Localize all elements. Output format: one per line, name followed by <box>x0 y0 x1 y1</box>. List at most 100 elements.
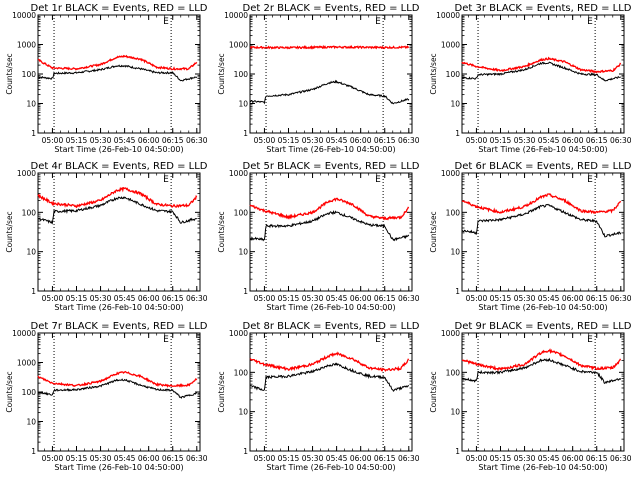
y-tick-label: 10 <box>450 408 460 417</box>
plot-frame <box>249 172 413 292</box>
x-tick-label: 05:30 <box>302 294 324 303</box>
x-tick-label: 05:00 <box>466 454 488 463</box>
y-axis-label: Counts/sec <box>5 53 14 94</box>
x-tick-label: 05:30 <box>302 136 324 145</box>
y-tick-label: 10 <box>26 248 36 257</box>
x-tick-label: 06:15 <box>586 294 608 303</box>
x-tick-label: 05:45 <box>114 294 136 303</box>
series-events-line <box>249 210 410 242</box>
attenuator-flag: E <box>587 17 593 27</box>
y-axis-label: Counts/sec <box>217 53 226 94</box>
x-tick-label: 05:30 <box>302 454 324 463</box>
attenuator-flag: E <box>163 175 169 185</box>
x-tick-label: 06:15 <box>586 454 608 463</box>
x-tick-label: 06:30 <box>610 294 632 303</box>
x-axis-label: Start Time (26-Feb-10 04:50:00) <box>266 303 395 312</box>
x-axis-label: Start Time (26-Feb-10 04:50:00) <box>478 463 607 472</box>
detector-panel-3: Det 3r BLACK = Events, RED = LLD 1 10 100 10… <box>429 3 632 154</box>
y-tick-label: 1 <box>243 447 248 456</box>
panel-title: Det 3r BLACK = Events, RED = LLD <box>455 3 632 14</box>
x-tick-label: 05:15 <box>66 454 88 463</box>
y-axis-label: Counts/sec <box>5 211 14 252</box>
x-axis-label: Start Time (26-Feb-10 04:50:00) <box>478 303 607 312</box>
x-tick-label: 06:30 <box>610 454 632 463</box>
y-tick-label: 10 <box>450 100 460 109</box>
x-tick-label: 05:30 <box>90 294 112 303</box>
x-tick-label: 06:15 <box>162 136 184 145</box>
plot-frame <box>37 172 201 292</box>
y-tick-label: 1000 <box>441 329 460 338</box>
y-axis-label: Counts/sec <box>217 211 226 252</box>
x-tick-label: 05:30 <box>514 294 536 303</box>
y-tick-label: 1000 <box>17 169 36 178</box>
x-tick-label: 05:30 <box>90 136 112 145</box>
detector-panel-5: Det 5r BLACK = Events, RED = LLD 1 10 100 10… <box>217 161 420 312</box>
y-tick-label: 10 <box>238 100 248 109</box>
x-axis-label: Start Time (26-Feb-10 04:50:00) <box>54 303 183 312</box>
x-tick-label: 05:00 <box>42 454 64 463</box>
y-tick-label: 10 <box>238 408 248 417</box>
series-lld-line <box>461 56 622 74</box>
detector-panel-2: Det 2r BLACK = Events, RED = LLD 1 10 100 10… <box>217 3 420 154</box>
plot-frame <box>461 332 625 452</box>
y-axis-label: Counts/sec <box>5 371 14 412</box>
y-tick-label: 100 <box>234 368 249 377</box>
x-tick-label: 05:30 <box>90 454 112 463</box>
y-tick-label: 1000 <box>229 41 248 50</box>
attenuator-flag: E <box>587 175 593 185</box>
x-tick-label: 06:30 <box>398 454 420 463</box>
x-tick-label: 06:00 <box>350 454 372 463</box>
detector-panel-4: Det 4r BLACK = Events, RED = LLD 1 10 100 10… <box>5 161 208 312</box>
x-tick-label: 06:30 <box>186 454 208 463</box>
y-tick-label: 10000 <box>12 11 36 20</box>
plot-frame <box>37 14 201 134</box>
y-tick-label: 1000 <box>441 169 460 178</box>
x-tick-label: 06:00 <box>138 136 160 145</box>
y-tick-label: 10 <box>450 248 460 257</box>
x-tick-label: 05:30 <box>514 454 536 463</box>
x-tick-label: 06:00 <box>138 454 160 463</box>
y-tick-label: 100 <box>22 388 37 397</box>
x-tick-label: 05:30 <box>514 136 536 145</box>
series-events-line <box>461 61 622 82</box>
x-tick-label: 06:30 <box>186 136 208 145</box>
panel-title: Det 1r BLACK = Events, RED = LLD <box>31 3 208 14</box>
y-tick-label: 100 <box>234 70 249 79</box>
attenuator-flag: E <box>587 335 593 345</box>
x-tick-label: 05:00 <box>254 454 276 463</box>
y-tick-label: 10000 <box>436 11 460 20</box>
panel-title: Det 7r BLACK = Events, RED = LLD <box>31 321 208 332</box>
panel-title: Det 4r BLACK = Events, RED = LLD <box>31 161 208 172</box>
y-axis-label: Counts/sec <box>429 211 438 252</box>
y-tick-label: 1 <box>243 129 248 138</box>
y-tick-label: 100 <box>446 368 461 377</box>
x-tick-label: 05:45 <box>326 294 348 303</box>
y-tick-label: 1 <box>455 287 460 296</box>
series-lld-line <box>37 54 198 71</box>
y-axis-label: Counts/sec <box>217 371 226 412</box>
x-tick-label: 05:00 <box>254 294 276 303</box>
plot-frame <box>249 14 413 134</box>
attenuator-flag: E <box>375 335 381 345</box>
y-tick-label: 1000 <box>17 41 36 50</box>
y-tick-label: 10 <box>26 100 36 109</box>
y-axis-label: Counts/sec <box>429 53 438 94</box>
x-tick-label: 05:00 <box>466 136 488 145</box>
detector-panel-6: Det 6r BLACK = Events, RED = LLD 1 10 100 10… <box>429 161 632 312</box>
x-axis-label: Start Time (26-Feb-10 04:50:00) <box>266 145 395 154</box>
y-tick-label: 100 <box>22 208 37 217</box>
panel-title: Det 8r BLACK = Events, RED = LLD <box>243 321 420 332</box>
x-tick-label: 05:15 <box>490 136 512 145</box>
attenuator-flag: E <box>163 17 169 27</box>
x-tick-label: 06:15 <box>374 454 396 463</box>
series-events-line <box>249 362 410 392</box>
plot-frame <box>461 172 625 292</box>
x-tick-label: 06:15 <box>162 294 184 303</box>
series-lld-line <box>249 351 410 372</box>
x-tick-label: 05:15 <box>278 454 300 463</box>
x-tick-label: 06:00 <box>562 294 584 303</box>
detector-panel-1: Det 1r BLACK = Events, RED = LLD 1 10 100 10… <box>5 3 208 154</box>
x-tick-label: 06:30 <box>398 136 420 145</box>
x-tick-label: 05:45 <box>538 136 560 145</box>
